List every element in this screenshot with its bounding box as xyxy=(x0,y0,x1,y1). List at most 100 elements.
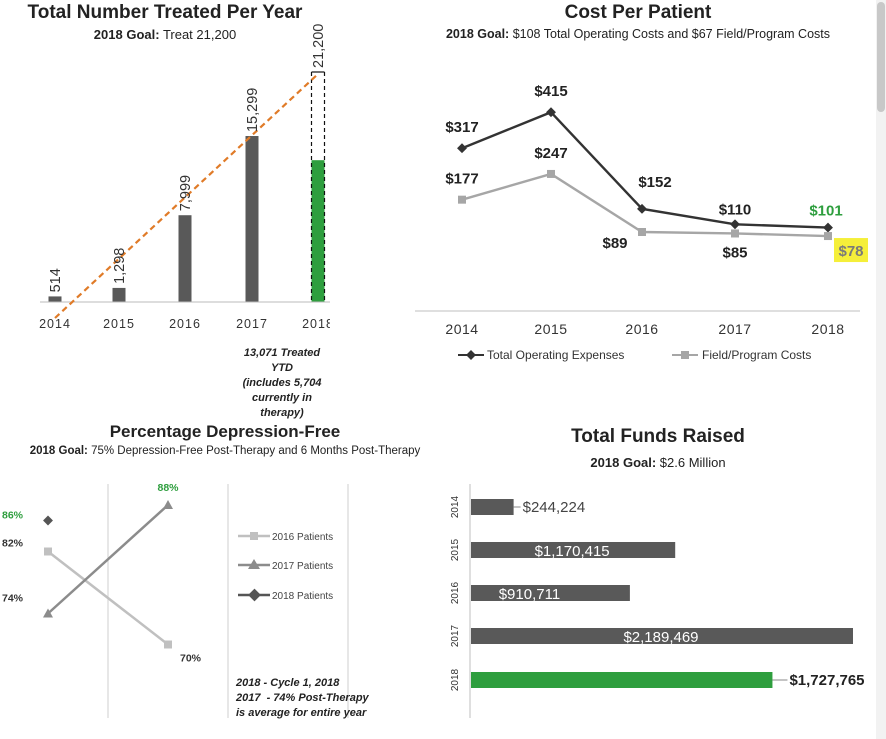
bar-2014 xyxy=(471,499,514,515)
data-label: $910,711 xyxy=(499,586,560,603)
x-tick-label: 2015 xyxy=(534,321,567,337)
legend-marker-2 xyxy=(681,351,689,359)
y-tick-label: 2016 xyxy=(450,581,461,604)
y-tick-label: 2014 xyxy=(450,495,461,518)
depression-subtitle: 2018 Goal: 75% Depression-Free Post-Ther… xyxy=(0,445,450,457)
x-tick-label: 2014 xyxy=(39,317,71,331)
data-label: 70% xyxy=(180,653,202,665)
x-tick-label: 2017 xyxy=(718,321,751,337)
data-label: $89 xyxy=(602,235,627,252)
legend-marker-1 xyxy=(250,532,258,540)
data-label: $415 xyxy=(534,83,567,100)
legend-label: Field/Program Costs xyxy=(702,348,811,362)
bar-2018 xyxy=(471,672,773,688)
vertical-scrollbar[interactable] xyxy=(876,0,886,739)
data-label: 82% xyxy=(2,538,24,550)
bar-2014 xyxy=(48,296,62,302)
data-point xyxy=(823,222,833,233)
depression-chart: 86% 82% 74% 88% 70% 2016 Patients 2017 Patient… xyxy=(2,482,349,718)
depression-title: Percentage Depression-Free xyxy=(109,422,341,441)
data-label: 1,298 xyxy=(112,248,128,284)
data-label: $78 xyxy=(838,243,863,260)
data-point xyxy=(43,608,53,618)
legend-label: 2018 Patients xyxy=(272,591,333,602)
depression-panel: Percentage Depression-Free 2018 Goal: 75… xyxy=(0,418,450,739)
treated-panel: Total Number Treated Per Year 2018 Goal:… xyxy=(0,0,330,419)
data-label: $1,727,765 xyxy=(789,672,864,689)
data-point xyxy=(638,228,646,237)
series-line-2017 xyxy=(47,504,169,615)
data-point xyxy=(730,219,740,230)
series-line-2016 xyxy=(47,550,169,646)
treated-subtitle-bold: 2018 Goal: xyxy=(93,27,160,42)
cost-panel: Cost Per Patient 2018 Goal: $108 Total O… xyxy=(400,0,876,400)
data-point xyxy=(824,232,832,241)
treated-note-line: (includes 5,704 xyxy=(242,377,322,389)
bar-2017 xyxy=(245,136,259,302)
x-tick-label: 2018 xyxy=(811,321,844,337)
depression-note-line: 2018 - Cycle 1, 2018 xyxy=(236,677,340,689)
data-label: $1,170,415 xyxy=(535,543,610,560)
cost-subtitle: 2018 Goal: $108 Total Operating Costs an… xyxy=(400,27,876,41)
y-tick-label: 2015 xyxy=(450,538,461,561)
x-tick-label: 2014 xyxy=(445,321,478,337)
bar-2016 xyxy=(178,215,192,302)
data-point xyxy=(43,515,53,526)
funds-title: Total Funds Raised xyxy=(571,426,745,447)
funds-subtitle: 2018 Goal: $2.6 Million xyxy=(440,455,876,470)
legend-label: Total Operating Expenses xyxy=(487,348,624,362)
treated-note-line: 13,071 Treated YTD xyxy=(243,347,321,374)
funds-subtitle-text: $2.6 Million xyxy=(656,455,726,470)
data-label: $152 xyxy=(638,174,671,191)
bar-2016 xyxy=(471,585,630,601)
data-label: 88% xyxy=(157,482,179,494)
bar-2015 xyxy=(471,542,676,558)
data-label: 7,999 xyxy=(178,175,194,211)
data-label: 514 xyxy=(48,268,64,292)
data-label: $177 xyxy=(445,171,478,188)
data-label: $247 xyxy=(534,145,567,162)
x-tick-label: 2016 xyxy=(169,317,201,331)
treated-subtitle-text: Treat 21,200 xyxy=(159,27,237,42)
data-label: 74% xyxy=(2,593,24,605)
cost-subtitle-bold: 2018 Goal: xyxy=(445,27,510,41)
y-tick-label: 2018 xyxy=(450,668,461,691)
data-point xyxy=(637,203,647,214)
funds-chart: 2014 $244,224 2015 $1,170,415 2016 $910,711 20… xyxy=(450,484,865,718)
data-label: 15,299 xyxy=(245,88,261,132)
data-label: $101 xyxy=(809,203,842,220)
data-point xyxy=(163,500,173,509)
funds-panel: Total Funds Raised 2018 Goal: $2.6 Milli… xyxy=(440,418,876,739)
data-point xyxy=(457,143,467,154)
data-label: 86% xyxy=(2,510,24,522)
data-label: $2,189,469 xyxy=(623,629,698,646)
legend-label: 2016 Patients xyxy=(272,532,333,543)
data-label: $110 xyxy=(719,201,752,218)
data-point xyxy=(546,107,556,118)
data-point xyxy=(164,640,172,649)
treated-note-line: currently in therapy) xyxy=(252,392,312,419)
bar-2015 xyxy=(112,287,126,302)
legend-marker-1 xyxy=(466,350,476,360)
legend-marker-2 xyxy=(248,559,260,569)
cost-title: Cost Per Patient xyxy=(564,2,712,23)
treated-note: 13,071 Treated YTD (includes 5,704 curre… xyxy=(232,346,332,421)
data-point xyxy=(547,169,555,178)
data-label: $317 xyxy=(445,119,478,136)
y-tick-label: 2017 xyxy=(450,624,461,647)
treated-title: Total Number Treated Per Year xyxy=(27,2,303,23)
bar-2017 xyxy=(471,628,853,644)
depression-note: 2018 - Cycle 1, 2018 2017 - 74% Post-The… xyxy=(236,676,396,721)
depression-note-line: 2017 - 74% Post-Therapy xyxy=(236,692,369,704)
bar-2018 xyxy=(311,160,325,302)
data-point xyxy=(458,195,466,204)
data-label: $244,224 xyxy=(523,499,586,516)
legend-label: 2017 Patients xyxy=(272,561,333,572)
cost-subtitle-text: $108 Total Operating Costs and $67 Field… xyxy=(509,27,830,41)
legend-marker-3 xyxy=(248,588,261,602)
data-label: $85 xyxy=(722,244,747,261)
x-tick-label: 2016 xyxy=(625,321,658,337)
scrollbar-thumb[interactable] xyxy=(877,2,885,112)
data-label: 21,200 xyxy=(311,24,327,68)
data-point xyxy=(44,547,52,556)
